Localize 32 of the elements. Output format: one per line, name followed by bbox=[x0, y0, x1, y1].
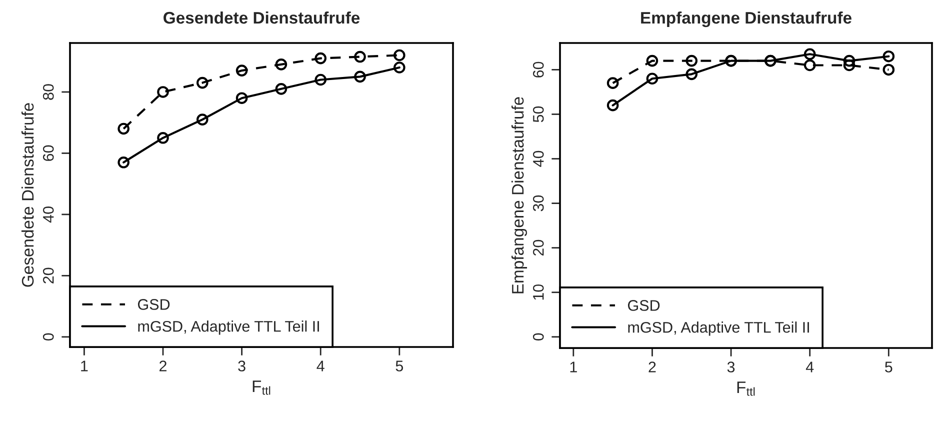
x-tick-label: 1 bbox=[570, 362, 577, 372]
x-tick-label: 4 bbox=[316, 360, 324, 372]
y-tick-label: 40 bbox=[532, 150, 544, 167]
y-tick-label: 40 bbox=[42, 206, 54, 223]
legend-label: GSD bbox=[138, 299, 170, 310]
y-tick-label: 0 bbox=[42, 333, 54, 341]
y-tick-label: 10 bbox=[532, 284, 544, 300]
y-axis-title: Gesendete Dienstaufrufe bbox=[21, 103, 34, 287]
y-tick-label: 20 bbox=[532, 240, 544, 256]
x-tick-label: 5 bbox=[885, 362, 892, 372]
y-tick-label: 60 bbox=[42, 145, 54, 161]
x-tick-label: 2 bbox=[648, 362, 656, 372]
legend-label: mGSD, Adaptive TTL Teil II bbox=[628, 322, 809, 336]
y-tick-label: 0 bbox=[532, 333, 544, 341]
chart-title: Gesendete Dienstaufrufe bbox=[164, 11, 360, 24]
x-tick-label: 5 bbox=[396, 360, 404, 372]
x-axis-title: F$_{ttl}$ bbox=[737, 382, 755, 396]
y-tick-label: 20 bbox=[42, 268, 54, 284]
y-tick-label: 50 bbox=[532, 106, 544, 122]
y-tick-label: 80 bbox=[42, 84, 54, 100]
legend-label: mGSD, Adaptive TTL Teil II bbox=[138, 320, 319, 335]
x-tick-label: 3 bbox=[238, 360, 246, 372]
chart-title: Empfangene Dienstaufrufe bbox=[641, 11, 852, 28]
legend-label: GSD bbox=[628, 300, 660, 311]
x-tick-label: 2 bbox=[160, 360, 166, 372]
y-tick-label: 30 bbox=[532, 195, 544, 212]
x-axis-title: F$_{ttl}$ bbox=[252, 380, 270, 395]
y-tick-label: 60 bbox=[532, 62, 544, 78]
x-tick-label: 4 bbox=[806, 362, 814, 372]
x-tick-label: 1 bbox=[81, 360, 88, 372]
x-tick-label: 3 bbox=[727, 362, 735, 372]
y-axis-title: Empfangene Dienstaufrufe bbox=[511, 97, 528, 294]
